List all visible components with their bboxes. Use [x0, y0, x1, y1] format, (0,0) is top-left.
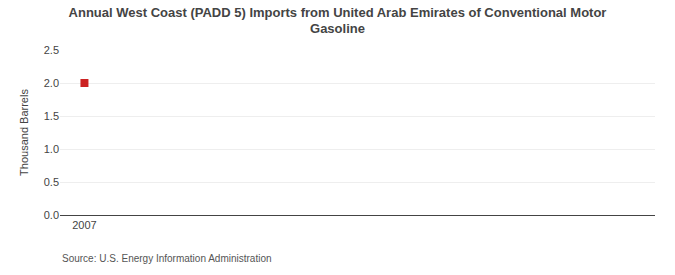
svg-text:2.0: 2.0 — [44, 77, 59, 89]
svg-text:1.5: 1.5 — [44, 110, 59, 122]
svg-text:Annual West Coast (PADD 5) Imp: Annual West Coast (PADD 5) Imports from … — [69, 5, 607, 37]
svg-text:Thousand Barrels: Thousand Barrels — [18, 89, 30, 176]
svg-text:Source: U.S. Energy Informatio: Source: U.S. Energy Information Administ… — [62, 253, 272, 264]
svg-text:0.5: 0.5 — [44, 176, 59, 188]
svg-text:0.0: 0.0 — [44, 209, 59, 221]
svg-text:2007: 2007 — [72, 219, 96, 231]
svg-text:2.5: 2.5 — [44, 44, 59, 56]
svg-text:1.0: 1.0 — [44, 143, 59, 155]
